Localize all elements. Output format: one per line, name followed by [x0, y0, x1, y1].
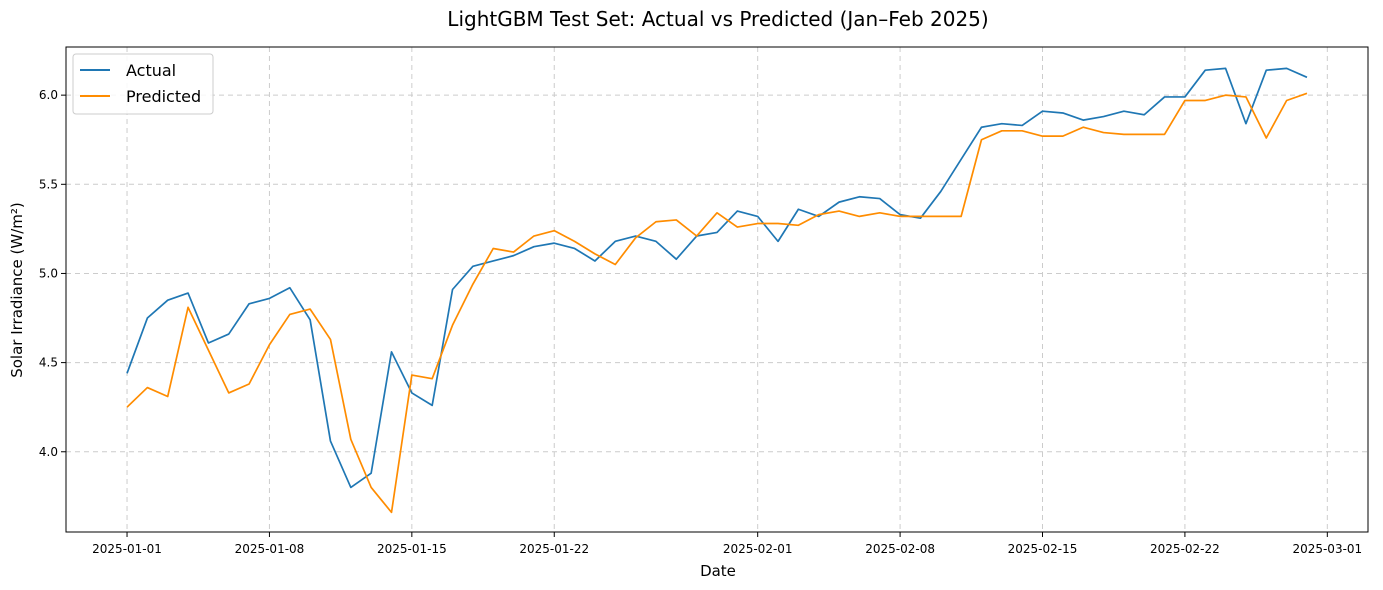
series-line-predicted — [126, 92, 1308, 514]
y-tick-label: 4.5 — [39, 356, 58, 370]
y-axis-label: Solar Irradiance (W/m²) — [8, 202, 26, 378]
legend-label-predicted: Predicted — [126, 87, 201, 106]
x-axis-ticks: 2025-01-01 2025-01-08 2025-01-15 2025-01-22… — [92, 532, 1362, 556]
y-tick-label: 4.0 — [39, 445, 58, 459]
x-tick-label: 2025-02-22 — [1150, 542, 1220, 556]
x-tick-label: 2025-01-22 — [519, 542, 589, 556]
x-tick-label: 2025-01-01 — [92, 542, 162, 556]
x-tick-label: 2025-02-01 — [723, 542, 793, 556]
legend-label-actual: Actual — [126, 61, 176, 80]
series-lines — [126, 67, 1308, 514]
x-axis-label: Date — [700, 562, 736, 580]
series-line-actual — [126, 67, 1308, 489]
y-axis-ticks: 4.0 4.5 5.0 5.5 6.0 — [39, 88, 66, 459]
x-tick-label: 2025-01-08 — [235, 542, 305, 556]
x-tick-label: 2025-01-15 — [377, 542, 447, 556]
chart-title: LightGBM Test Set: Actual vs Predicted (… — [447, 7, 988, 31]
y-tick-label: 5.5 — [39, 177, 58, 191]
x-tick-label: 2025-02-15 — [1008, 542, 1078, 556]
grid — [66, 47, 1368, 532]
plot-frame — [65, 46, 1369, 533]
y-tick-label: 6.0 — [39, 88, 58, 102]
y-tick-label: 5.0 — [39, 266, 58, 280]
x-tick-label: 2025-03-01 — [1292, 542, 1362, 556]
x-tick-label: 2025-02-08 — [865, 542, 935, 556]
legend: Actual Predicted — [72, 53, 214, 115]
